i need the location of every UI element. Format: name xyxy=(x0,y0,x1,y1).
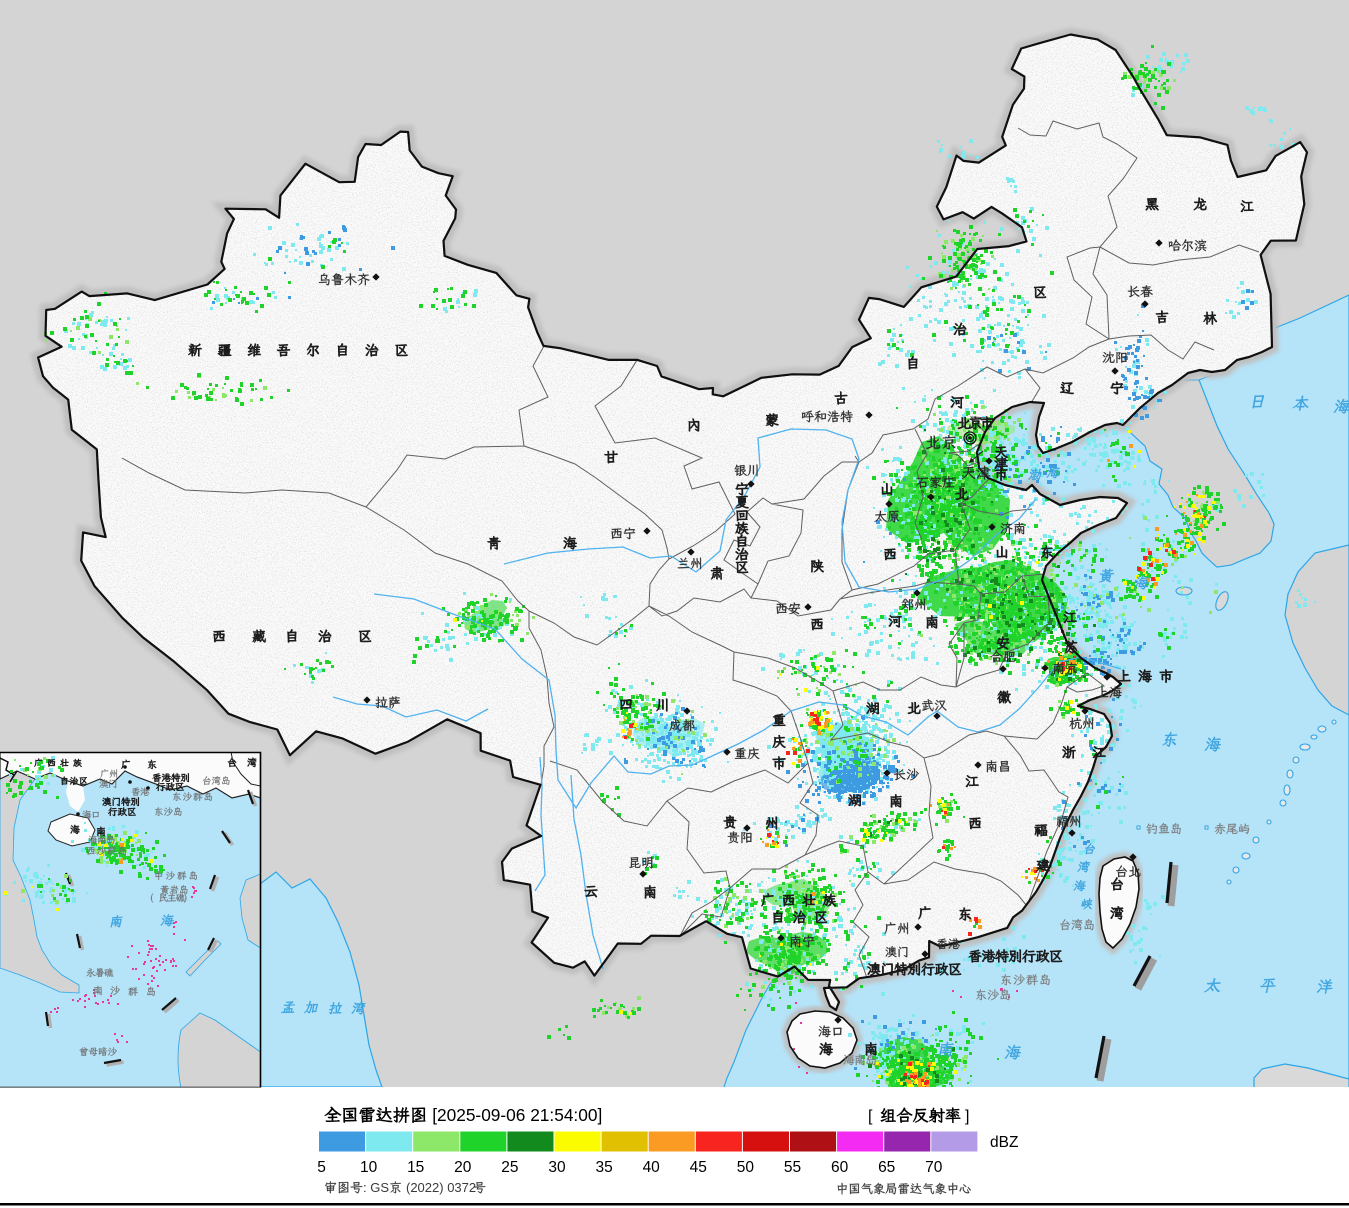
svg-text:70: 70 xyxy=(925,1159,943,1176)
svg-text:25: 25 xyxy=(501,1159,518,1176)
svg-text:5: 5 xyxy=(317,1159,326,1176)
svg-text:60: 60 xyxy=(831,1159,849,1176)
svg-text:20: 20 xyxy=(454,1159,472,1176)
svg-text:45: 45 xyxy=(690,1159,707,1176)
svg-text:55: 55 xyxy=(784,1159,801,1176)
svg-text:35: 35 xyxy=(595,1159,612,1176)
svg-text:]: ] xyxy=(965,1108,969,1125)
svg-text:65: 65 xyxy=(878,1159,895,1176)
svg-text:15: 15 xyxy=(407,1159,424,1176)
svg-text:[: [ xyxy=(868,1108,873,1125)
svg-text:(2022) 0372: (2022) 0372 xyxy=(406,1180,476,1195)
svg-text:: GS: : GS xyxy=(363,1180,389,1195)
svg-text:dBZ: dBZ xyxy=(990,1134,1018,1151)
svg-text:[2025-09-06 21:54:00]: [2025-09-06 21:54:00] xyxy=(432,1105,602,1125)
svg-text:50: 50 xyxy=(737,1159,755,1176)
svg-text:30: 30 xyxy=(548,1159,566,1176)
svg-text:10: 10 xyxy=(360,1159,378,1176)
svg-text:40: 40 xyxy=(643,1159,661,1176)
